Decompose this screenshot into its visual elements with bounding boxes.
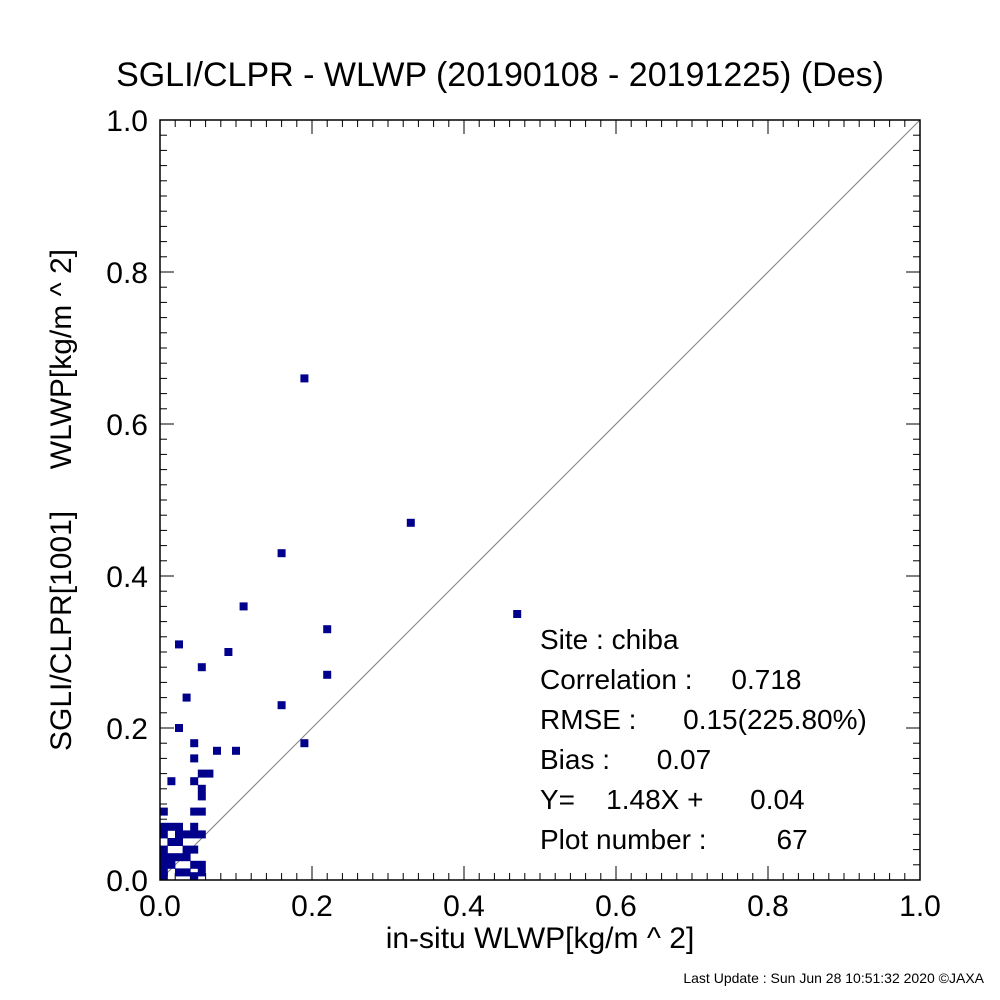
axis-ticks	[159, 119, 921, 881]
x-tick-label: 0.4	[443, 890, 485, 923]
data-point	[323, 625, 332, 634]
x-tick-label: 1.0	[899, 890, 941, 923]
y-tick-label: 1.0	[106, 105, 148, 138]
data-point	[175, 838, 183, 846]
stat-plot-number: Plot number : 67	[540, 824, 808, 855]
data-point	[175, 822, 183, 831]
stat-correlation: Correlation : 0.718	[540, 664, 802, 695]
data-point	[197, 769, 206, 778]
stat-bias: Bias : 0.07	[540, 744, 712, 775]
data-point	[323, 670, 332, 679]
stat-rmse: RMSE : 0.15(225.80%)	[540, 704, 867, 735]
y-tick-label: 0.6	[106, 409, 148, 442]
data-point	[277, 549, 286, 558]
data-point	[513, 610, 522, 618]
data-point	[167, 853, 176, 862]
data-point	[197, 792, 206, 801]
data-point	[300, 374, 309, 383]
data-point	[159, 830, 168, 839]
data-point	[213, 746, 221, 755]
data-point	[190, 754, 199, 763]
data-point	[190, 822, 199, 831]
data-point	[182, 845, 191, 854]
data-point	[167, 838, 176, 846]
x-tick-label: 0.8	[747, 890, 789, 923]
y-tick-label: 0.8	[106, 257, 148, 290]
y-axis-label: SGLI/CLPR[1001] WLWP[kg/m ^ 2]	[45, 248, 78, 752]
plot-frame	[159, 119, 921, 881]
data-point	[167, 822, 176, 831]
data-point	[175, 868, 183, 877]
data-point	[175, 724, 183, 732]
data-point	[175, 830, 183, 839]
data-point	[182, 853, 191, 862]
data-point	[224, 648, 233, 656]
data-point	[167, 777, 176, 786]
data-point	[190, 845, 199, 854]
data-point	[190, 777, 199, 786]
data-point	[197, 830, 206, 839]
data-point	[190, 739, 199, 748]
data-point	[159, 853, 168, 862]
y-tick-label: 0.4	[106, 561, 148, 594]
data-points	[159, 374, 522, 881]
y-tick-label: 0.2	[106, 713, 148, 746]
data-point	[205, 769, 214, 778]
data-point	[190, 807, 199, 816]
x-tick-label: 0.0	[139, 890, 181, 923]
data-point	[239, 602, 248, 611]
data-point	[197, 784, 206, 793]
data-point	[182, 830, 191, 839]
data-point	[232, 746, 240, 755]
y-tick-label: 0.0	[106, 865, 148, 898]
data-point	[190, 872, 199, 881]
data-point	[277, 701, 286, 710]
data-point	[197, 868, 206, 877]
data-point	[406, 518, 415, 527]
data-point	[182, 868, 191, 877]
data-point	[159, 845, 168, 854]
data-point	[175, 640, 183, 649]
chart-title: SGLI/CLPR - WLWP (20190108 - 20191225) (…	[116, 56, 884, 94]
data-point	[197, 860, 206, 869]
data-point	[300, 739, 309, 748]
data-point	[159, 822, 168, 831]
x-axis-label: in-situ WLWP[kg/m ^ 2]	[385, 922, 695, 955]
data-point	[159, 872, 168, 881]
one-to-one-line	[159, 119, 921, 881]
data-point	[159, 860, 168, 869]
last-update-footer: Last Update : Sun Jun 28 10:51:32 2020 ©…	[683, 970, 984, 986]
tick-labels: 0.0 0.2 0.4 0.6 0.8 1.0 0.0 0.2 0.4 0.6 0.8 1.0	[106, 105, 941, 923]
x-tick-label: 0.6	[595, 890, 637, 923]
data-point	[197, 807, 206, 816]
statistics-box: Site : chiba Correlation : 0.718 RMSE : …	[540, 620, 867, 860]
data-point	[190, 830, 199, 839]
data-point	[167, 860, 176, 869]
data-point	[159, 807, 168, 816]
data-point	[175, 853, 183, 862]
data-point	[190, 860, 199, 869]
x-tick-label: 0.2	[291, 890, 333, 923]
stat-site: Site : chiba	[540, 624, 679, 655]
stat-regression: Y= 1.48X + 0.04	[540, 784, 805, 815]
data-point	[182, 693, 191, 702]
data-point	[197, 663, 206, 672]
